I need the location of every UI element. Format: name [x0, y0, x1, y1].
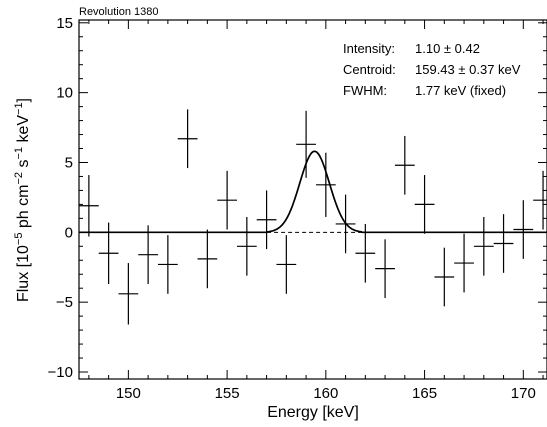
data-point — [118, 263, 139, 325]
y-tick-label: 10 — [56, 85, 73, 102]
x-tick-label: 160 — [313, 385, 338, 402]
data-point — [79, 175, 99, 237]
y-label-part-2: ph cm — [15, 185, 32, 233]
y-tick-label: −10 — [48, 364, 73, 381]
data-point — [197, 229, 218, 289]
y-axis-label: Flux [10−5 ph cm−2 s−1 keV−1] — [13, 98, 32, 302]
y-label-exp-2: −2 — [13, 172, 25, 185]
gaussian-model-line — [79, 150, 547, 234]
data-point — [533, 170, 547, 230]
data-point — [454, 233, 474, 293]
data-point — [315, 152, 336, 217]
data-point — [296, 110, 316, 178]
data-point — [355, 223, 376, 283]
data-point — [138, 225, 158, 285]
x-axis-ticks: 150 155 160 165 170 — [88, 20, 544, 402]
y-tick-label: −5 — [56, 294, 73, 311]
y-tick-label: 5 — [65, 154, 73, 171]
y-tick-label: 0 — [65, 224, 73, 241]
x-tick-label: 150 — [116, 385, 141, 402]
y-tick-label: 15 — [56, 15, 73, 32]
y-label-exp-1: −5 — [13, 233, 25, 246]
data-point — [256, 190, 277, 250]
y-axis-ticks: −10 −5 0 5 10 15 — [48, 15, 547, 381]
data-point — [236, 216, 257, 276]
y-label-part-1: Flux [10 — [15, 245, 32, 302]
y-label-exp-3: −1 — [13, 147, 25, 160]
y-label-part-3: s — [15, 160, 32, 172]
chart-title: Revolution 1380 — [79, 6, 159, 18]
plot-frame — [78, 19, 547, 380]
y-label-part-4: keV — [15, 115, 32, 147]
annotation-value-centroid: 159.43 ± 0.37 keV — [415, 62, 521, 77]
annotation-label-centroid: Centroid: — [343, 62, 396, 77]
data-point — [513, 200, 534, 259]
x-tick-label: 165 — [412, 385, 437, 402]
data-point — [276, 235, 297, 294]
data-point — [177, 109, 198, 169]
x-tick-label: 170 — [511, 385, 536, 402]
x-tick-label: 155 — [215, 385, 240, 402]
annotation-value-fwhm: 1.77 keV (fixed) — [415, 83, 506, 98]
annotation-label-intensity: Intensity: — [343, 41, 395, 56]
data-point — [493, 214, 514, 273]
data-point — [217, 170, 237, 230]
fit-annotations: Intensity: 1.10 ± 0.42 Centroid: 159.43 … — [343, 41, 521, 98]
model-group — [79, 150, 547, 234]
x-axis-label: Energy [keV] — [267, 404, 359, 421]
annotation-value-intensity: 1.10 ± 0.42 — [415, 41, 480, 56]
data-point — [434, 247, 455, 307]
data-point — [335, 194, 356, 254]
data-point — [157, 235, 178, 294]
data-point — [394, 135, 415, 195]
data-point — [98, 222, 119, 285]
y-label-exp-4: −1 — [13, 102, 25, 115]
data-point — [375, 239, 395, 298]
data-point — [414, 175, 435, 234]
data-point — [473, 216, 494, 276]
y-label-part-5: ] — [15, 98, 32, 102]
annotation-label-fwhm: FWHM: — [343, 83, 387, 98]
data-points — [79, 109, 547, 325]
